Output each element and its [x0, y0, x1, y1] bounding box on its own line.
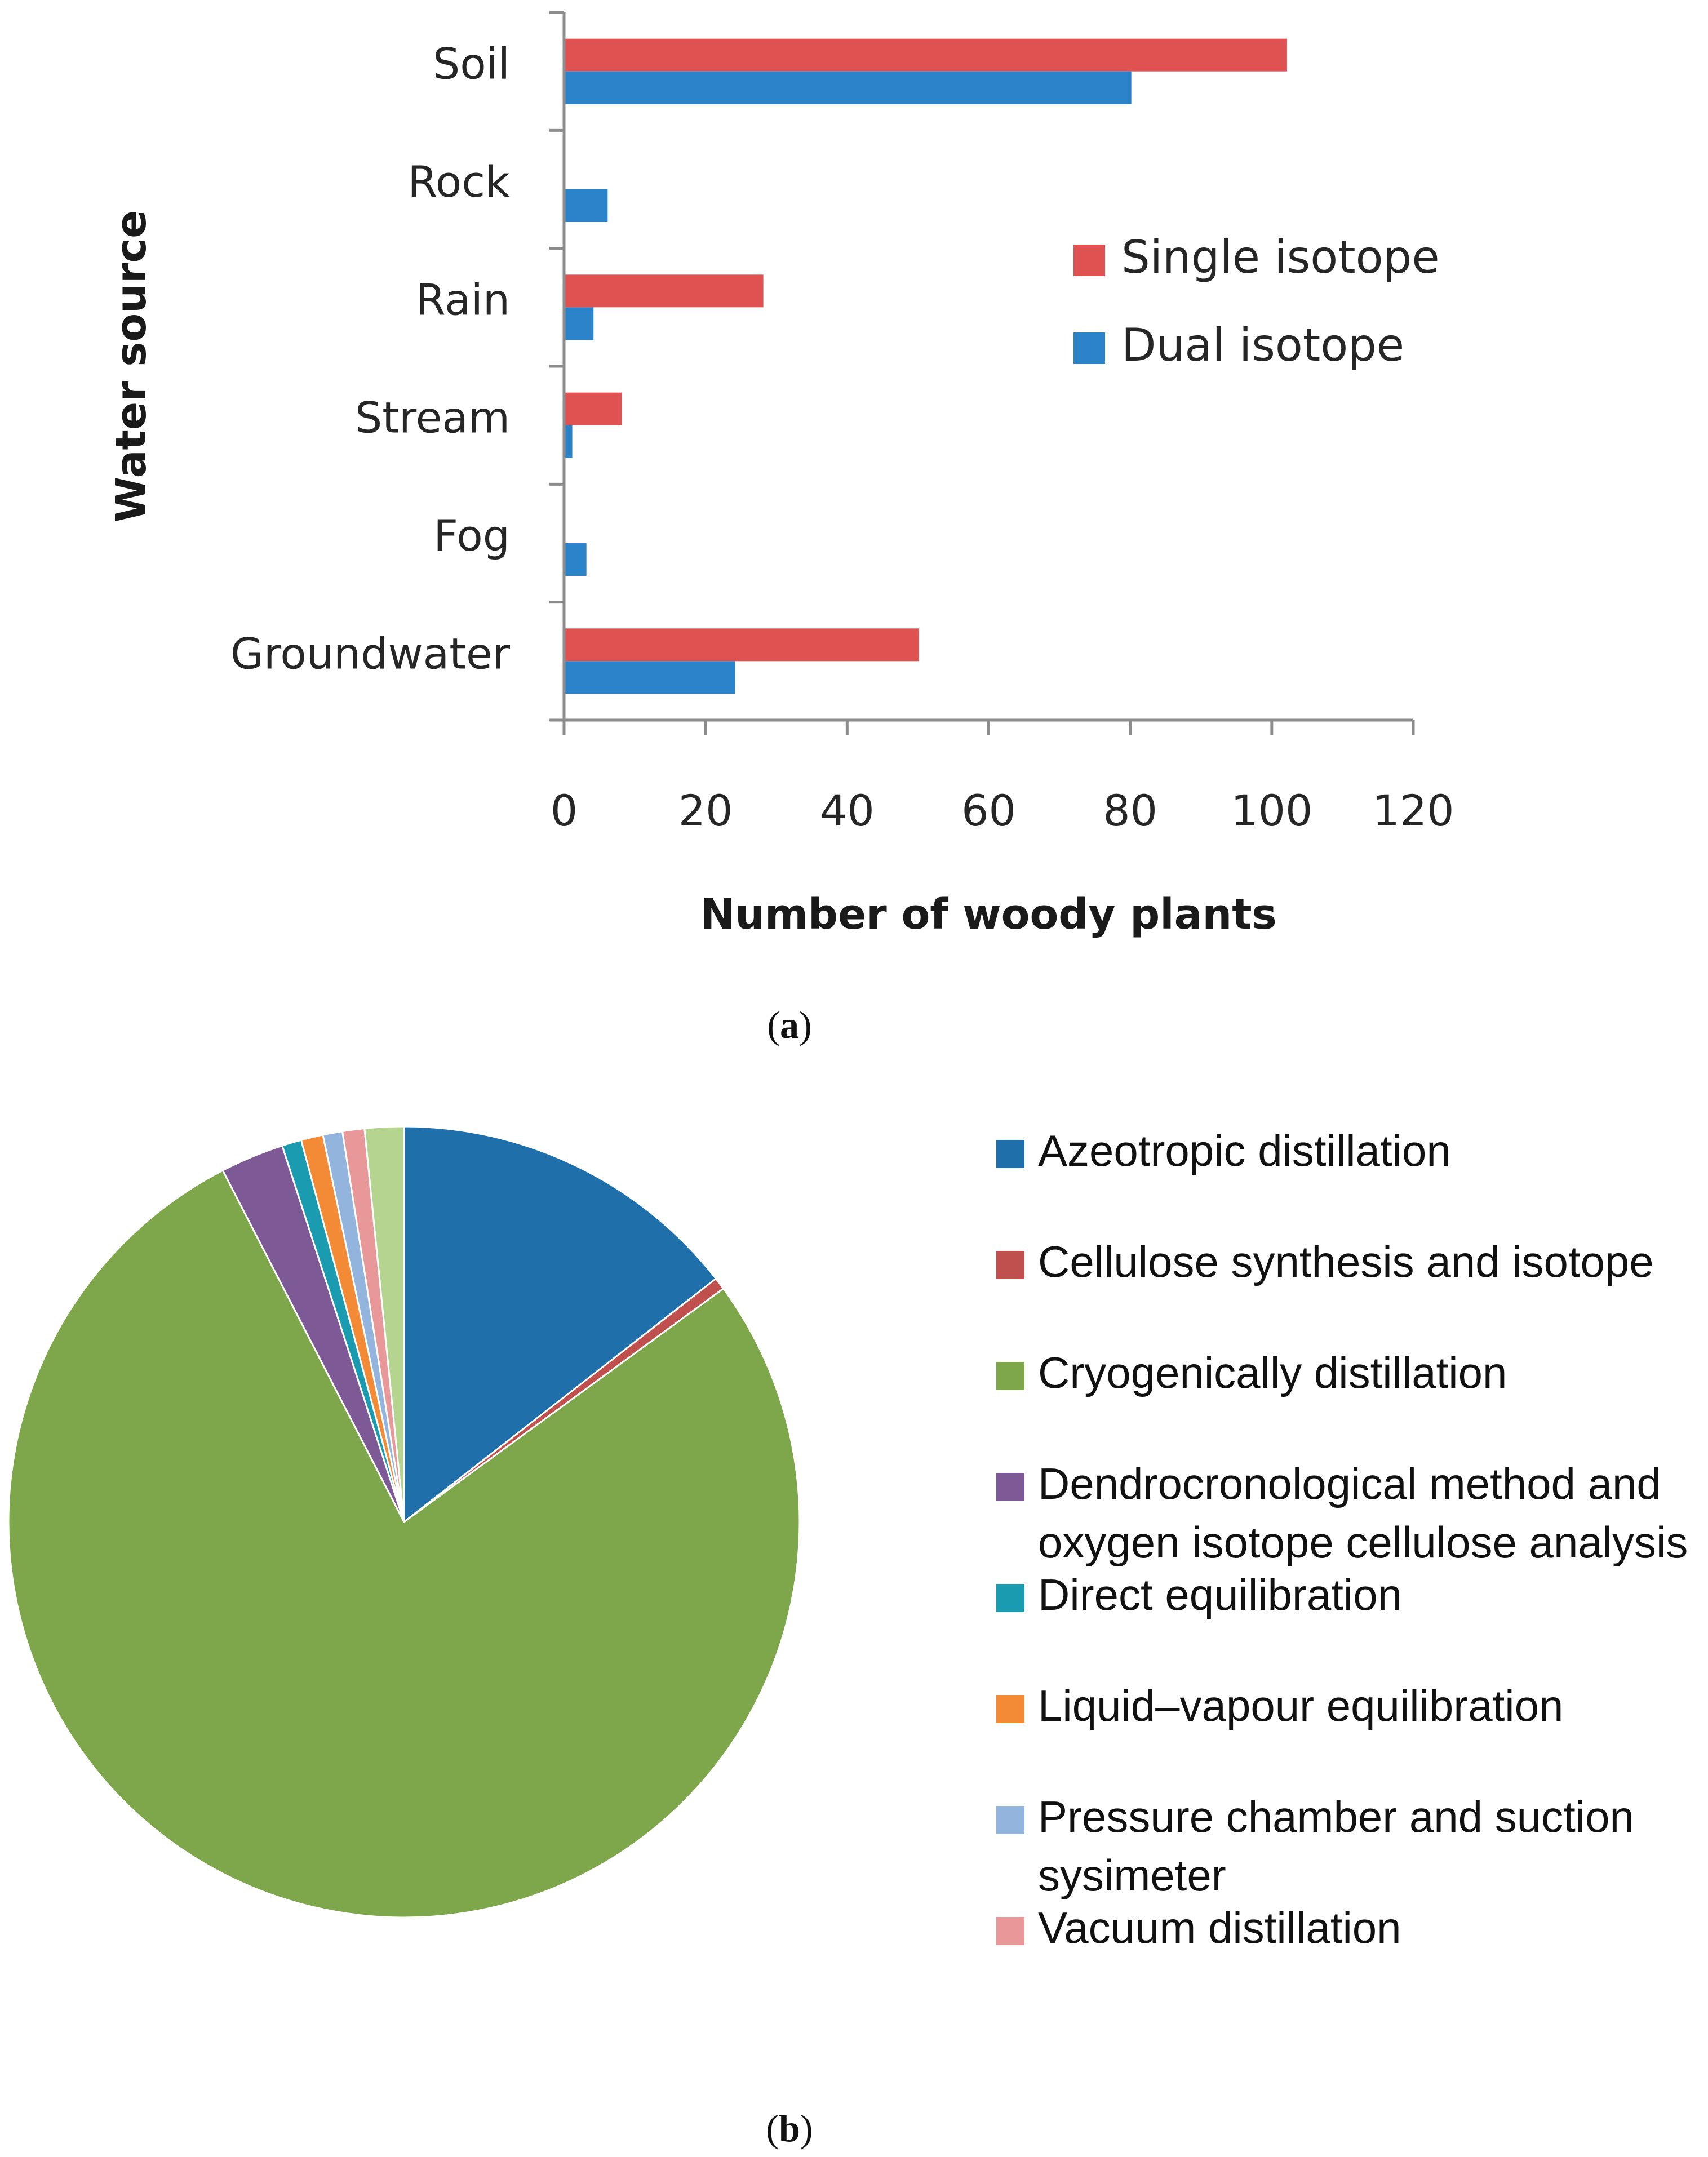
bar-soil-single-isotope: [565, 38, 1287, 72]
bar-soil-dual-isotope: [565, 71, 1132, 104]
bar-stream-dual-isotope: [565, 425, 573, 458]
category-label-fog: Fog: [433, 511, 510, 561]
bar-marks: [565, 38, 1287, 694]
x-tick-label-40: 40: [820, 785, 875, 836]
bar-rain-single-isotope: [565, 274, 764, 308]
bar-rain-dual-isotope: [565, 307, 594, 340]
pie-legend-swatch-cryogenically-distillation: [996, 1362, 1024, 1390]
pie-legend-label-pressure-chamber-and-suction-sysimeter: Pressure chamber and suction sysimeter: [1038, 1792, 1634, 1900]
bar-stream-single-isotope: [565, 392, 622, 425]
x-tick-label-120: 120: [1372, 785, 1454, 836]
pie-legend-label-cellulose-synthesis-and-isotope: Cellulose synthesis and isotope: [1038, 1237, 1654, 1286]
x-axis-title: Number of woody plants: [700, 890, 1276, 939]
bar-groundwater-dual-isotope: [565, 661, 735, 694]
pie-slices: [7, 1125, 801, 1919]
pie-legend-label-vacuum-distillation: Vacuum distillation: [1038, 1903, 1401, 1952]
category-label-groundwater: Groundwater: [230, 628, 511, 678]
pie-chart: Azeotropic distillation Cellulose synthes…: [7, 1125, 1688, 1952]
legend-label-single-isotope: Single isotope: [1121, 231, 1440, 283]
bar-fog-dual-isotope: [565, 543, 587, 576]
category-label-rain: Rain: [416, 274, 510, 325]
bar-chart: Soil Rock Rain Stream Fog Groundwater 0 20 40 60…: [107, 11, 1454, 939]
pie-legend-swatch-azeotropic-distillation: [996, 1140, 1024, 1168]
legend-swatch-dual-isotope: [1073, 332, 1105, 364]
pie-legend-swatch-vacuum-distillation: [996, 1917, 1024, 1945]
pie-legend-label-azeotropic-distillation: Azeotropic distillation: [1038, 1126, 1451, 1175]
pie-legend-swatch-dendrocronological-method-and-oxygen-isotope-cellulose-analysis: [996, 1473, 1024, 1501]
x-tick-label-0: 0: [551, 785, 578, 836]
pie-legend: Azeotropic distillation Cellulose synthes…: [996, 1126, 1688, 1952]
pie-legend-swatch-pressure-chamber-and-suction-sysimeter: [996, 1806, 1024, 1834]
x-tick-label-60: 60: [961, 785, 1016, 836]
bar-rock-dual-isotope: [565, 189, 608, 222]
pie-slice-cryogenically-distillation: [7, 1169, 801, 1919]
pie-legend-swatch-liquid-vapour-equilibration: [996, 1695, 1024, 1723]
x-tick-labels: 0 20 40 60 80 100 120: [551, 785, 1454, 836]
category-label-stream: Stream: [355, 393, 510, 443]
x-tick-label-100: 100: [1231, 785, 1312, 836]
x-tick-label-20: 20: [678, 785, 733, 836]
pie-legend-label-cryogenically-distillation: Cryogenically distillation: [1038, 1348, 1507, 1397]
pie-legend-label-direct-equilibration: Direct equilibration: [1038, 1570, 1402, 1619]
panel-label-a: (a): [767, 1004, 811, 1046]
pie-slice-other: [363, 1125, 405, 1523]
x-tick-label-80: 80: [1103, 785, 1157, 836]
legend-label-dual-isotope: Dual isotope: [1121, 319, 1404, 371]
bar-legend: Single isotope Dual isotope: [1073, 231, 1440, 371]
pie-slice-azeotropic-distillation: [403, 1125, 717, 1524]
bar-ticks: [549, 11, 1415, 735]
category-label-rock: Rock: [407, 157, 510, 207]
pie-legend-swatch-direct-equilibration: [996, 1584, 1024, 1612]
pie-legend-label-liquid-vapour-equilibration: Liquid–vapour equilibration: [1038, 1681, 1563, 1730]
legend-swatch-single-isotope: [1073, 245, 1105, 276]
panel-label-b: (b): [766, 2107, 813, 2150]
category-labels: Soil Rock Rain Stream Fog Groundwater: [230, 39, 511, 679]
pie-legend-label-dendrocronological-method-and-oxygen-isotope-cellulose-analysis: Dendrocronological method and oxygen isot…: [1038, 1459, 1688, 1567]
y-axis-title: Water source: [107, 210, 156, 523]
bar-groundwater-single-isotope: [565, 628, 919, 662]
category-label-soil: Soil: [433, 39, 510, 89]
pie-legend-swatch-cellulose-synthesis-and-isotope: [996, 1251, 1024, 1279]
